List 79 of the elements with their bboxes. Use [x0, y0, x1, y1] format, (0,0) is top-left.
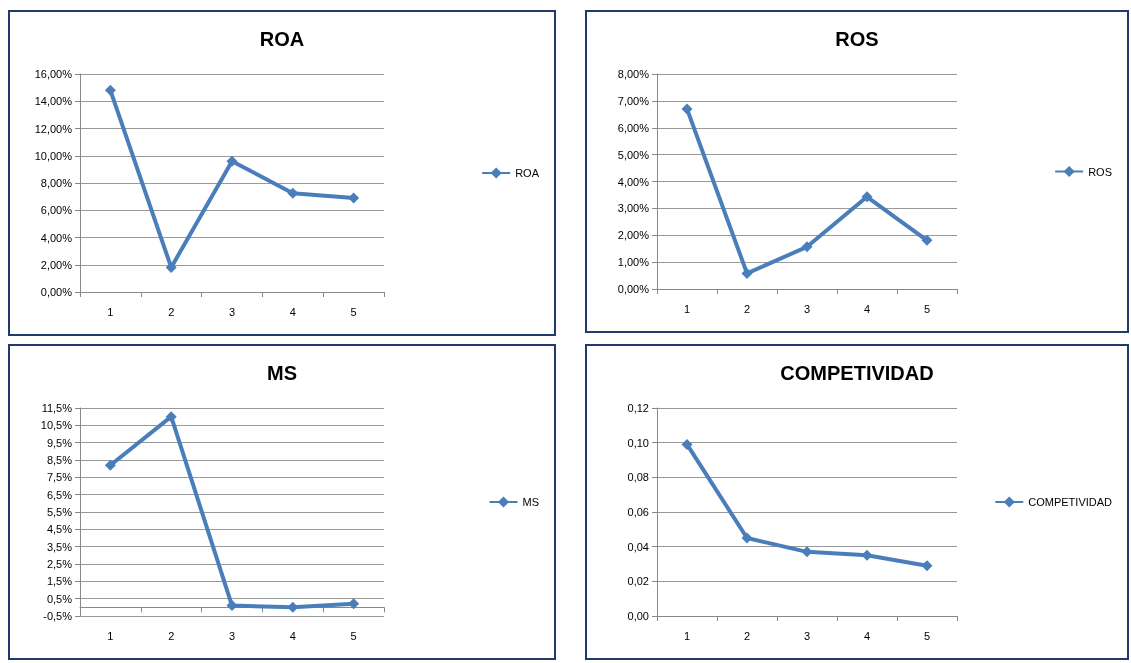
y-tick-label: 6,00%	[40, 204, 73, 217]
y-tick-label: 2,00%	[40, 258, 73, 271]
y-tick-label: 0,10	[627, 436, 649, 449]
y-tick-label: 2,5%	[46, 558, 73, 570]
y-tick-label: 8,00%	[617, 68, 650, 80]
y-tick-label: 3,5%	[46, 540, 73, 553]
y-tick-label: 6,5%	[46, 488, 73, 501]
point	[681, 438, 693, 450]
y-tick-label: 10,00%	[34, 149, 73, 162]
chart-title: MS	[267, 362, 297, 384]
legend-label: MS	[522, 496, 539, 508]
chart-title: ROS	[835, 28, 879, 50]
y-tick-label: 4,00%	[617, 175, 650, 188]
chart-title: COMPETIVIDAD	[780, 362, 934, 384]
y-tick-label: 1,5%	[46, 575, 73, 588]
y-tick-label: 11,5%	[41, 402, 73, 414]
x-tick-label: 2	[743, 302, 751, 315]
x-tick-label: 5	[923, 629, 931, 642]
y-tick-label: 2,00%	[617, 229, 650, 242]
y-tick-label: 5,00%	[617, 148, 650, 161]
y-tick-label: 14,00%	[34, 95, 73, 108]
y-tick-label: 8,5%	[46, 454, 73, 466]
x-tick-label: 4	[863, 629, 871, 642]
point	[741, 267, 753, 279]
y-tick-label: 0,00%	[617, 283, 650, 295]
x-tick-label: 4	[289, 629, 296, 642]
x-tick-label: 5	[350, 629, 357, 642]
x-tick-label: 1	[683, 629, 691, 642]
y-tick-label: 16,00%	[34, 68, 73, 80]
x-tick-label: 2	[168, 629, 175, 642]
y-tick-label: 0,12	[627, 402, 649, 414]
x-tick-label: 3	[803, 629, 811, 642]
point	[921, 234, 933, 246]
point	[348, 192, 360, 204]
point	[741, 532, 753, 544]
y-tick-label: 1,00%	[617, 256, 650, 269]
y-tick-label: 5,5%	[46, 506, 73, 518]
point	[165, 411, 177, 423]
chart-title: ROA	[259, 28, 305, 50]
point	[861, 191, 873, 203]
y-tick-label: 0,00%	[40, 286, 73, 298]
x-tick-label: 1	[683, 302, 691, 315]
x-tick-label: 3	[228, 305, 236, 318]
y-tick-label: 0,06	[627, 506, 649, 518]
x-tick-label: 1	[107, 305, 114, 318]
y-tick-label: 4,5%	[46, 523, 73, 536]
x-tick-label: 5	[923, 302, 931, 315]
y-tick-label: 0,00	[627, 610, 649, 622]
y-tick-label: 7,5%	[46, 471, 73, 484]
y-tick-label: 9,5%	[46, 436, 73, 449]
y-tick-label: 0,08	[627, 471, 649, 484]
x-tick-label: 1	[107, 629, 114, 642]
point	[226, 155, 238, 167]
x-tick-label: 2	[743, 629, 751, 642]
legend-label: ROS	[1088, 165, 1113, 178]
y-tick-label: 12,00%	[34, 122, 73, 135]
y-tick-label: 0,02	[627, 575, 649, 588]
y-tick-label: 3,00%	[617, 202, 650, 215]
point	[681, 103, 693, 115]
legend-label: COMPETIVIDAD	[1028, 496, 1113, 508]
x-tick-label: 4	[863, 302, 871, 315]
y-tick-label: -0,5%	[43, 610, 73, 622]
y-tick-label: 8,00%	[40, 177, 73, 189]
point	[165, 261, 177, 273]
x-tick-label: 3	[803, 302, 811, 315]
y-tick-label: 0,04	[627, 540, 649, 553]
x-tick-label: 3	[228, 629, 236, 642]
x-tick-label: 2	[168, 305, 175, 318]
y-tick-label: 10,5%	[40, 419, 73, 432]
x-tick-label: 5	[350, 305, 357, 318]
point	[801, 241, 813, 253]
y-tick-label: 4,00%	[40, 231, 73, 244]
y-tick-label: 6,00%	[617, 121, 650, 134]
legend-label: ROA	[515, 167, 540, 179]
y-tick-label: 7,00%	[617, 94, 650, 107]
point	[104, 84, 116, 96]
y-tick-label: 0,5%	[46, 592, 73, 605]
point	[104, 459, 116, 471]
x-tick-label: 4	[289, 305, 296, 318]
